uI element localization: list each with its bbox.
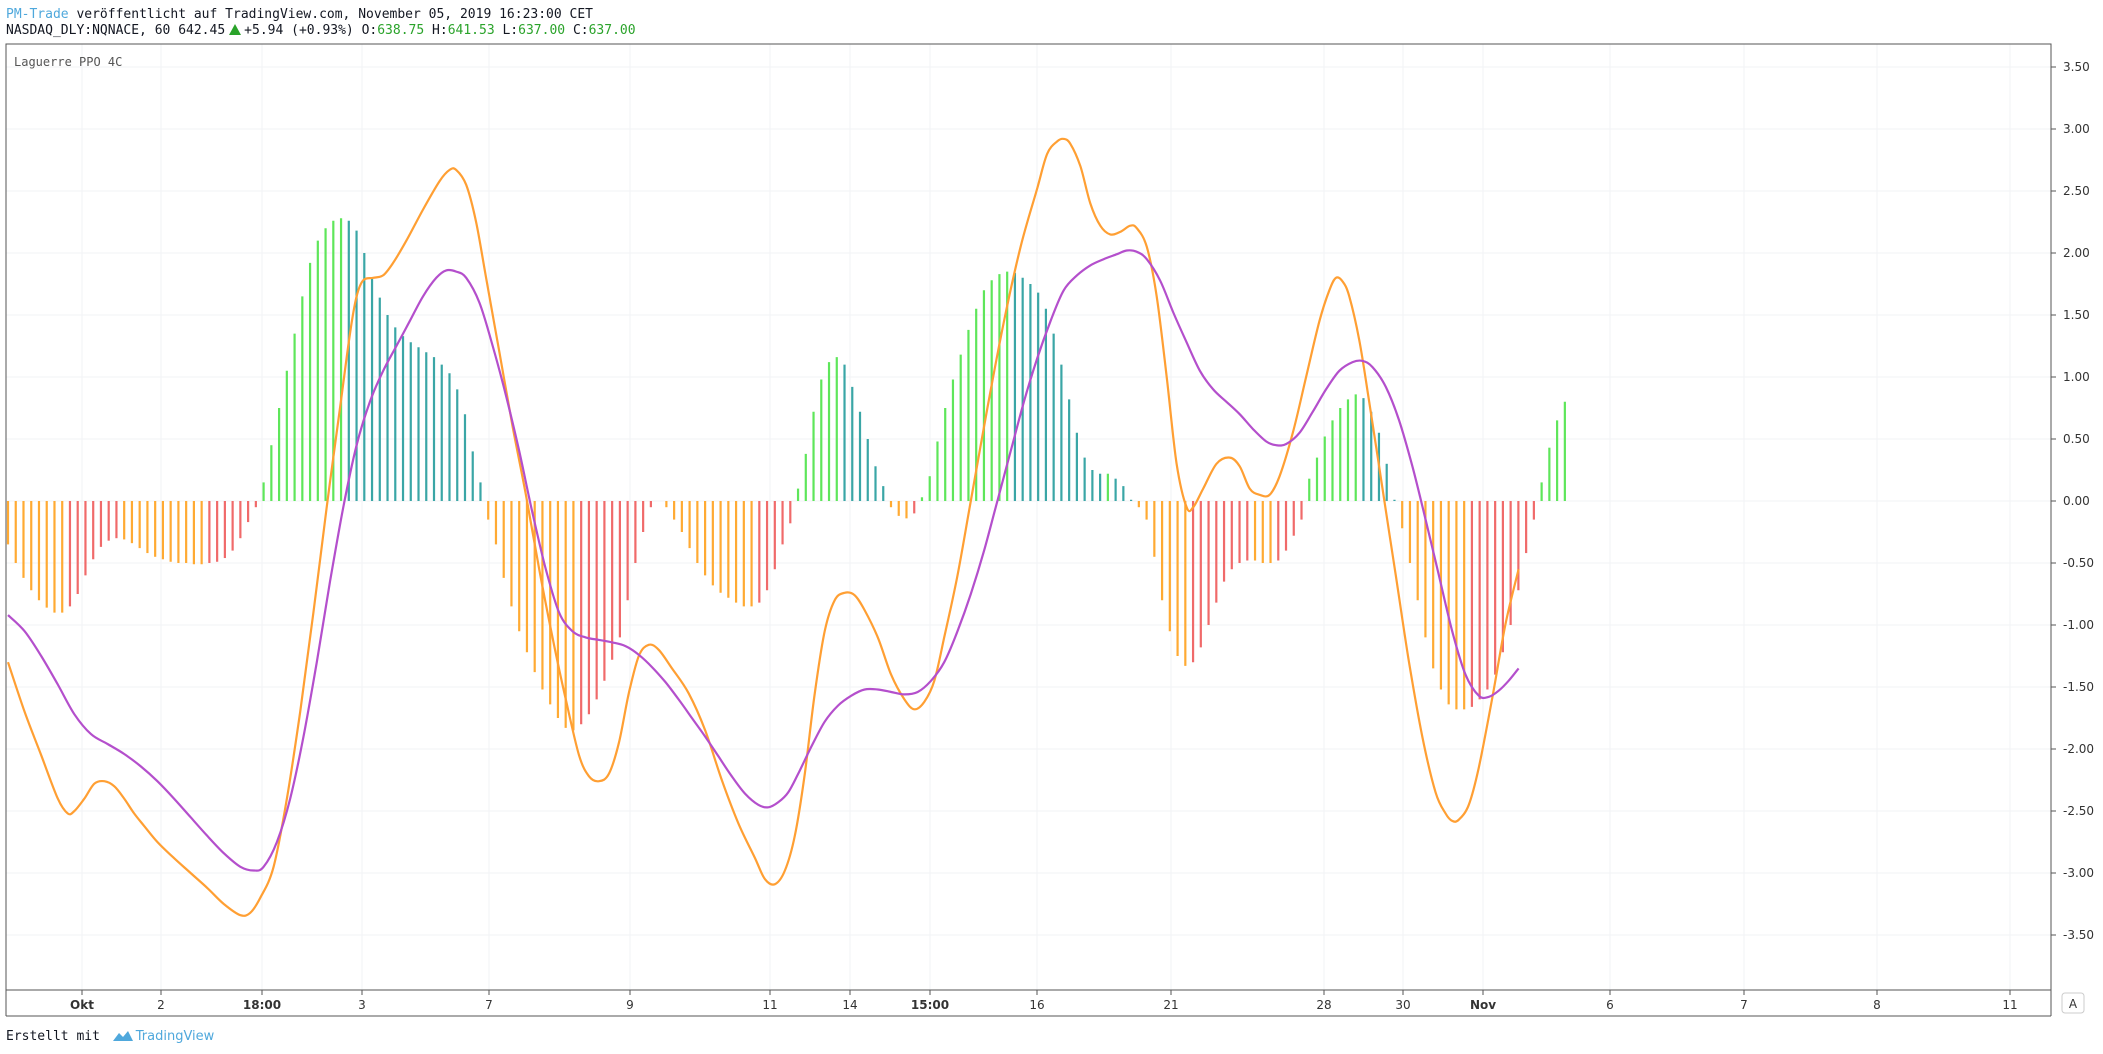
published-text: veröffentlicht auf TradingView.com, Nove… [76,7,594,22]
x-tick-label: 9 [626,998,634,1012]
tradingview-logo-icon [112,1031,133,1041]
publish-info: PM-Trade veröffentlicht auf TradingView.… [6,7,593,23]
x-tick-label: 6 [1606,998,1614,1012]
x-tick-label: 2 [157,998,165,1012]
ppo-histogram [6,218,1566,731]
close-label: C: [572,23,589,38]
auto-scale-label[interactable]: A [2069,997,2078,1011]
y-tick-label: -2.50 [2063,804,2094,818]
price-change: +5.94 (+0.93%) [244,23,354,38]
x-tick-label: 28 [1316,998,1331,1012]
high-value: 641.53 [447,23,495,38]
y-tick-label: 1.50 [2063,308,2090,322]
indicator-chart[interactable]: Laguerre PPO 4C 3.50 3.00 2.50 2.00 1.50 1.00… [0,42,2103,1020]
y-tick-label: 3.50 [2063,60,2090,74]
ppo-line-purple [7,249,1520,872]
x-tick-label: 14 [842,998,857,1012]
y-tick-label: 2.50 [2063,184,2090,198]
close-value: 637.00 [588,23,636,38]
high-label: H: [432,23,448,38]
footer: Erstellt mit TradingView [6,1029,214,1045]
symbol-info: NASDAQ_DLY:NQNACE, 60 642.45 +5.94 (+0.93… [6,23,636,39]
open-value: 638.75 [377,23,425,38]
x-tick-label: 3 [358,998,366,1012]
x-tick-label: 11 [2002,998,2017,1012]
tradingview-link[interactable]: TradingView [135,1029,215,1044]
low-label: L: [502,23,519,38]
open-label: O: [361,23,378,38]
x-tick-label: Okt [70,998,94,1012]
x-tick-label: 30 [1395,998,1410,1012]
y-tick-label: -2.00 [2063,742,2094,756]
x-tick-label: Nov [1470,998,1496,1012]
y-tick-label: -3.00 [2063,866,2094,880]
auto-scale-button[interactable]: A [2061,992,2085,1014]
price-axis[interactable]: 3.50 3.00 2.50 2.00 1.50 1.00 0.50 0.00 -0.50 -1.… [2051,60,2094,942]
y-tick-label: 1.00 [2063,370,2090,384]
ppo-lines [6,137,1520,917]
symbol-name: NASDAQ_DLY:NQNACE, 60 [6,23,171,38]
y-tick-label: -1.00 [2063,618,2094,632]
auto-scale-frame[interactable] [2061,992,2085,1014]
author-link[interactable]: PM-Trade [6,7,69,22]
ppo-line-orange [6,137,1520,917]
indicator-label: Laguerre PPO 4C [14,55,122,69]
x-tick-label: 18:00 [243,998,281,1012]
y-tick-label: -1.50 [2063,680,2094,694]
time-axis[interactable]: Okt 2 18:00 3 7 9 11 14 15:00 16 21 28 30 Nov 6 7 8 11 [70,990,2018,1012]
x-tick-label: 11 [762,998,777,1012]
y-tick-label: 2.00 [2063,246,2090,260]
triangle-up-icon [229,24,242,35]
y-tick-label: 3.00 [2063,122,2090,136]
x-tick-label: 7 [1740,998,1748,1012]
x-tick-label: 21 [1163,998,1178,1012]
grid [6,44,2051,990]
y-tick-label: 0.50 [2063,432,2090,446]
x-tick-label: 15:00 [911,998,949,1012]
y-tick-label: 0.00 [2063,494,2090,508]
last-price: 642.45 [178,23,226,38]
y-tick-label: -3.50 [2063,928,2094,942]
x-tick-label: 8 [1873,998,1881,1012]
x-tick-label: 16 [1029,998,1044,1012]
footer-prefix: Erstellt mit [6,1029,100,1044]
y-tick-label: -0.50 [2063,556,2094,570]
low-value: 637.00 [518,23,566,38]
x-tick-label: 7 [485,998,493,1012]
